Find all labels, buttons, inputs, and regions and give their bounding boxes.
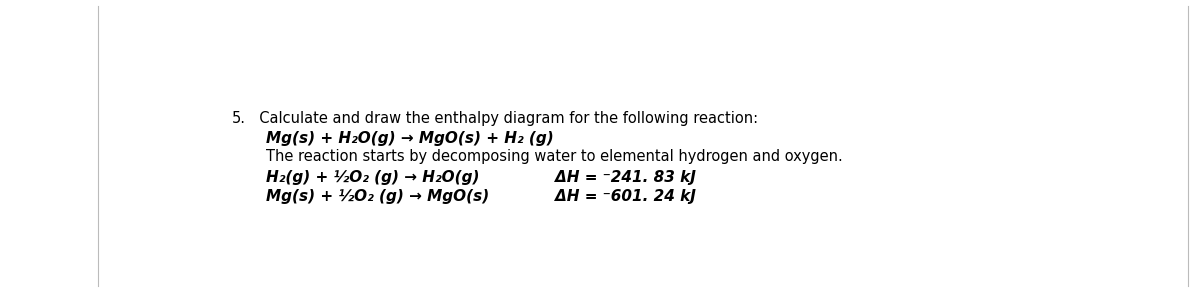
Text: Calculate and draw the enthalpy diagram for the following reaction:: Calculate and draw the enthalpy diagram …: [251, 111, 758, 126]
Text: The reaction starts by decomposing water to elemental hydrogen and oxygen.: The reaction starts by decomposing water…: [266, 149, 842, 164]
Text: 5.: 5.: [232, 111, 246, 126]
Text: H₂(g) + ½O₂ (g) → H₂O(g): H₂(g) + ½O₂ (g) → H₂O(g): [266, 170, 480, 185]
Text: Mg(s) + ½O₂ (g) → MgO(s): Mg(s) + ½O₂ (g) → MgO(s): [266, 189, 490, 204]
Text: ΔH = ⁻241. 83 kJ: ΔH = ⁻241. 83 kJ: [554, 170, 696, 185]
Text: Mg(s) + H₂O(g) → MgO(s) + H₂ (g): Mg(s) + H₂O(g) → MgO(s) + H₂ (g): [266, 131, 554, 147]
Text: ΔH = ⁻601. 24 kJ: ΔH = ⁻601. 24 kJ: [554, 189, 696, 204]
